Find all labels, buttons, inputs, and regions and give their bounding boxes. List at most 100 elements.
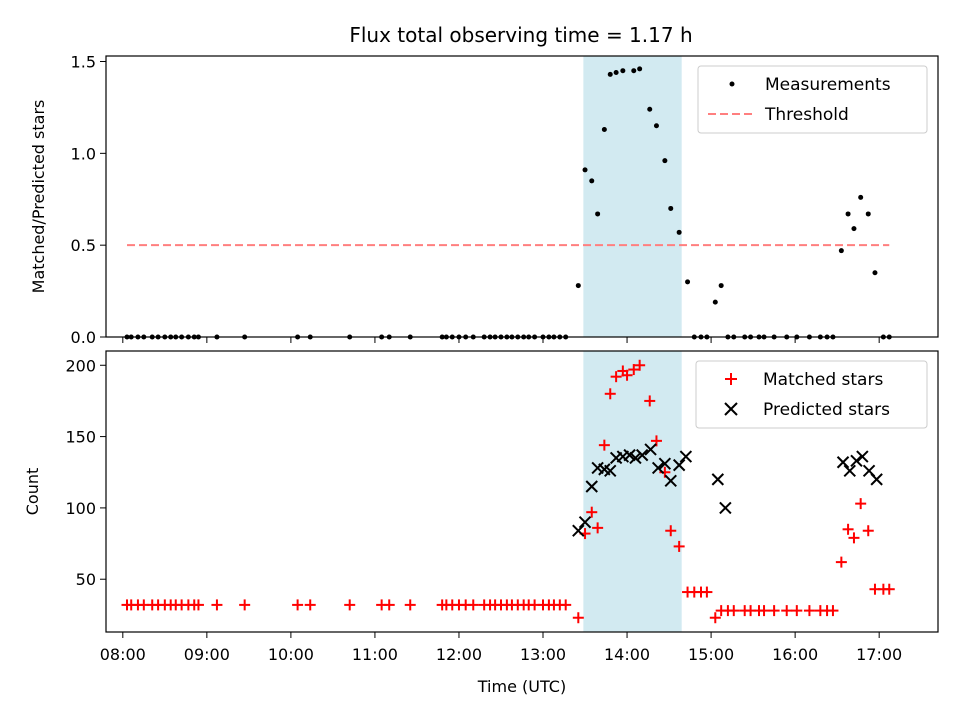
predicted-stars-markers (572, 443, 883, 537)
top-legend-box (697, 65, 928, 134)
predicted-star-point (664, 474, 677, 488)
predicted-star-point (651, 461, 665, 475)
predicted-star-point (719, 501, 732, 515)
predicted-star-point (711, 473, 725, 486)
matched-star-point (835, 556, 847, 568)
legend-predicted-stars-label: Predicted stars (763, 400, 890, 420)
matched-star-point (239, 599, 251, 611)
predicted-star-point (856, 450, 869, 463)
measurement-point (607, 71, 613, 77)
matched-star-point (383, 599, 395, 611)
measurement-point (668, 205, 674, 211)
matched-star-point (768, 605, 780, 617)
x-tick-label: 11:00 (352, 645, 398, 664)
measurement-point (582, 167, 588, 173)
predicted-star-point (604, 464, 617, 478)
legend-matched-stars-marker (725, 373, 737, 385)
measurement-point (872, 270, 878, 276)
x-axis-label: Time (UTC) (477, 677, 566, 696)
measurement-point (589, 178, 595, 184)
top-panel-y-ticks: 0.0 0.5 1.0 1.5 (71, 53, 106, 347)
top-panel-frame (105, 55, 939, 338)
top-panel-y-axis-label: Matched/Predicted stars (29, 100, 48, 294)
matched-star-point (404, 599, 416, 611)
measurement-point (676, 229, 682, 235)
matched-star-point (791, 605, 803, 617)
x-tick-label: 13:00 (520, 645, 566, 664)
top-panel-legend: Measurements Threshold (697, 65, 928, 134)
highlight-span-rect (583, 351, 682, 632)
matched-star-point (560, 599, 572, 611)
matched-star-point (634, 359, 646, 371)
chart-title: Flux total observing time = 1.17 h (349, 23, 692, 47)
predicted-star-point (572, 524, 585, 537)
predicted-star-point (585, 480, 598, 493)
x-tick-label: 15:00 (688, 645, 734, 664)
matched-star-point (883, 583, 895, 595)
x-tick-label: 12:00 (436, 645, 482, 664)
matched-star-point (673, 540, 685, 552)
predicted-star-point (870, 473, 883, 486)
matched-stars-markers (121, 359, 895, 624)
measurement-point (865, 211, 871, 217)
bottom-panel-x-ticks: 08:00 09:00 10:00 11:00 12:00 13:00 14:00 15:00… (100, 632, 902, 664)
y-tick-label: 1.5 (71, 53, 96, 72)
predicted-star-point (843, 464, 856, 478)
measurement-point (601, 126, 607, 132)
x-tick-label: 10:00 (268, 645, 314, 664)
legend-measurements-label: Measurements (765, 75, 891, 95)
y-tick-label: 200 (65, 356, 96, 375)
x-tick-label: 17:00 (856, 645, 902, 664)
bottom-panel: 50 100 150 200 08:00 09:00 10:00 11:00 12:00 13:… (23, 350, 939, 696)
matched-star-point (709, 612, 721, 624)
x-tick-label: 14:00 (604, 645, 650, 664)
matched-star-point (304, 599, 316, 611)
matched-star-point (344, 599, 356, 611)
y-tick-label: 50 (76, 570, 96, 589)
top-panel-highlight-span (583, 56, 682, 337)
matched-star-point (728, 605, 740, 617)
measurement-point (685, 279, 691, 285)
matched-star-point (781, 605, 793, 617)
matched-star-point (842, 523, 854, 535)
measurement-point (838, 248, 844, 254)
measurement-point (845, 211, 851, 217)
measurement-point (718, 283, 724, 289)
measurement-point (858, 194, 864, 200)
highlight-span-rect (583, 56, 682, 337)
bottom-legend-box (695, 360, 928, 429)
matched-star-point (586, 506, 598, 518)
matched-star-point (192, 599, 204, 611)
matched-star-point (665, 525, 677, 537)
matched-star-point (610, 371, 622, 383)
predicted-star-point (679, 450, 693, 463)
matched-star-point (855, 498, 867, 510)
measurement-point (851, 226, 857, 232)
predicted-star-point (850, 454, 863, 468)
x-tick-label: 08:00 (100, 645, 146, 664)
predicted-star-point (836, 456, 850, 469)
matched-star-point (598, 439, 610, 451)
bottom-panel-legend: Matched stars Predicted stars (695, 360, 928, 429)
predicted-star-point (635, 448, 649, 462)
y-tick-label: 0.5 (71, 236, 96, 255)
measurement-point (662, 158, 668, 164)
measurement-point (613, 70, 619, 76)
legend-measurements-marker (729, 81, 735, 87)
bottom-panel-frame (105, 350, 939, 633)
legend-threshold-label: Threshold (764, 105, 849, 125)
bottom-panel-y-axis-label: Count (23, 468, 42, 516)
measurement-point (637, 66, 643, 72)
predicted-star-point (629, 451, 642, 465)
x-tick-label: 09:00 (184, 645, 230, 664)
y-tick-label: 0.0 (71, 328, 96, 347)
measurement-point (575, 283, 581, 289)
measurement-point (631, 68, 637, 74)
measurement-point (647, 106, 653, 112)
matched-star-point (827, 605, 839, 617)
top-panel: 0.0 0.5 1.0 1.5 Matched/Predicted stars Mea… (29, 53, 939, 347)
measurement-point (595, 211, 601, 217)
matched-star-point (292, 599, 304, 611)
matched-star-point (604, 388, 616, 400)
